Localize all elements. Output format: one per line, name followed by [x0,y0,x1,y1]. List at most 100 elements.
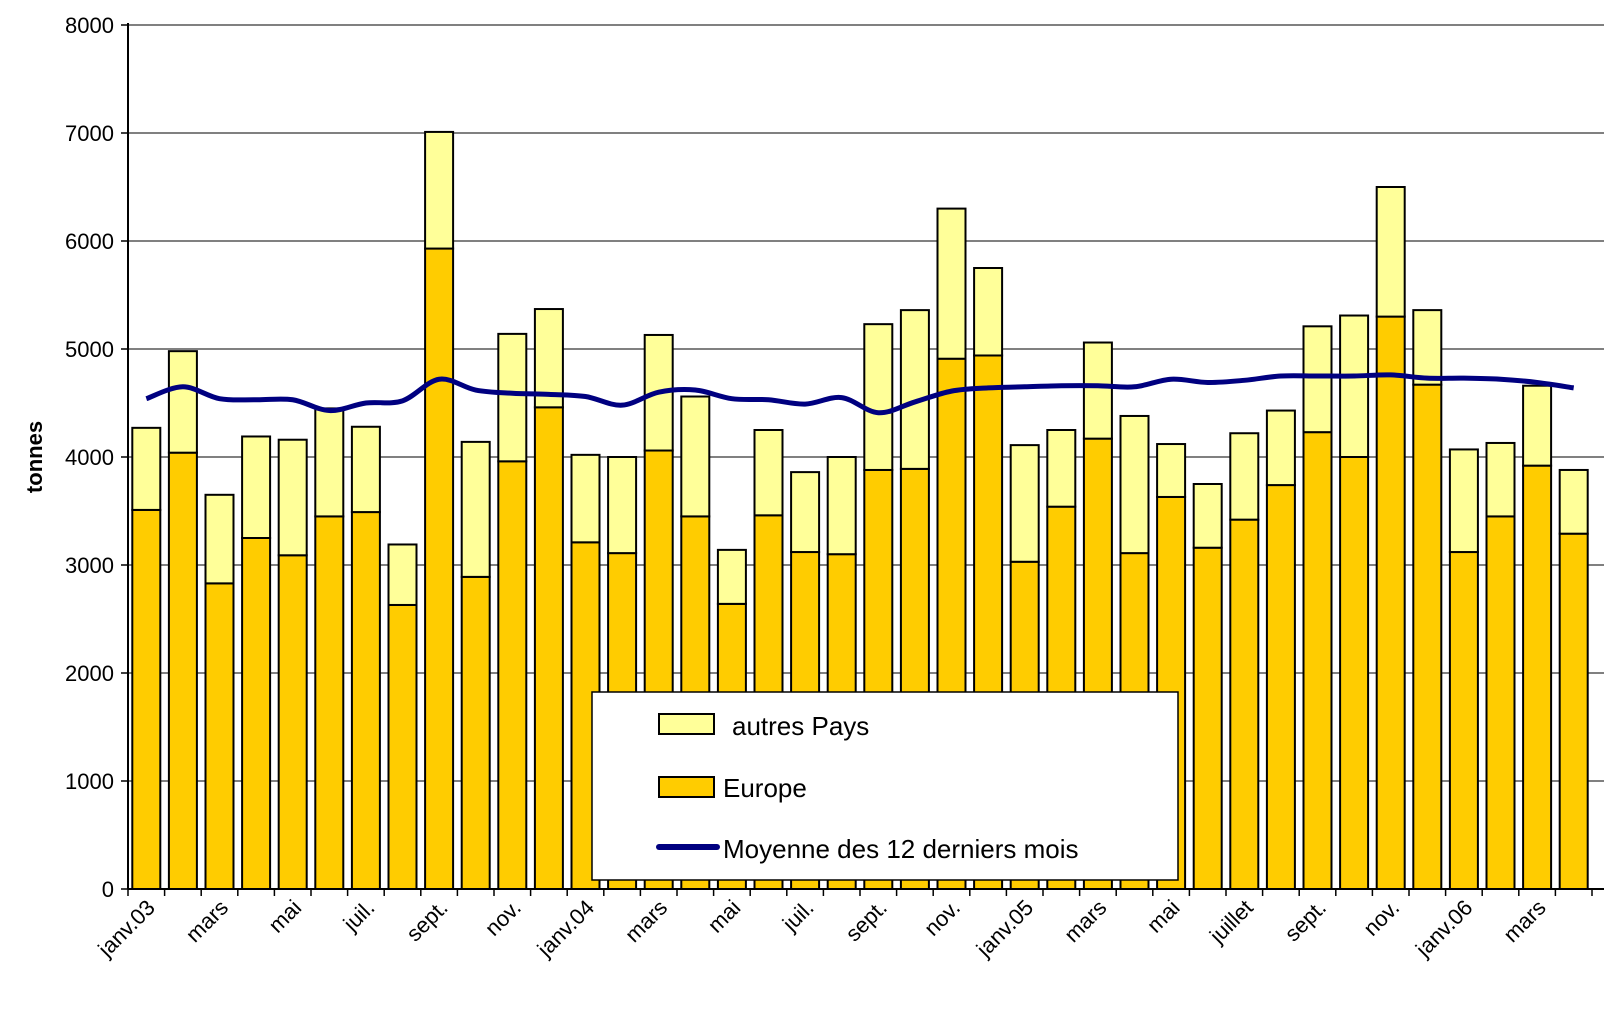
bar-autres-pays [204,493,235,585]
bar-europe [1485,515,1516,891]
bar-europe [350,511,381,891]
bar-europe [1448,551,1479,890]
y-axis-label: tonnes [22,421,47,493]
bar-autres-pays [1265,409,1296,487]
bar-autres-pays [1229,432,1260,521]
bar-autres-pays [1009,444,1040,563]
x-tick-label: mars [620,895,672,947]
bar-europe [497,460,528,890]
bar-europe [204,582,235,890]
x-tick-label: mai [263,895,306,938]
bar-europe [1412,383,1443,890]
y-tick-label: 4000 [65,445,114,470]
bar-europe [277,554,308,891]
bar-autres-pays [277,438,308,557]
bar-autres-pays [533,308,564,409]
y-tick-label: 8000 [65,13,114,38]
bar-europe [533,406,564,890]
legend-swatch-europe [658,776,715,798]
x-tick-label: mai [703,895,746,938]
bar-autres-pays [716,548,747,605]
bar-autres-pays [570,453,601,544]
average-line-group [145,372,1575,416]
x-tick-label: mai [1142,895,1185,938]
bar-autres-pays [1522,384,1553,467]
bar-autres-pays [1412,309,1443,386]
bar-autres-pays [1448,448,1479,554]
bar-autres-pays [1558,468,1589,535]
x-tick-label: mars [1498,895,1550,947]
y-tick-label: 6000 [65,229,114,254]
bar-europe [241,537,272,890]
bar-europe [460,575,491,890]
bar-autres-pays [1339,314,1370,458]
legend-label-europe: Europe [723,773,807,803]
x-tick-label: sept. [1280,895,1331,946]
legend-label-moyenne: Moyenne des 12 derniers mois [723,834,1079,864]
bar-autres-pays [863,323,894,471]
bar-autres-pays [131,426,162,511]
legend: autres Pays Europe Moyenne des 12 dernie… [591,691,1179,881]
legend-swatch-autres-pays [658,713,715,735]
bar-autres-pays [497,332,528,463]
y-tick-label: 2000 [65,661,114,686]
bar-europe [167,451,198,890]
x-tick-label: juillet [1204,895,1258,949]
bar-autres-pays [424,130,455,250]
x-tick-label: nov. [480,895,526,941]
x-tick-label: juil. [777,895,819,937]
bar-autres-pays [753,429,784,517]
y-tick-label: 7000 [65,121,114,146]
bar-europe [387,603,418,891]
y-tick-label: 5000 [65,337,114,362]
x-tick-label: mars [181,895,233,947]
bar-autres-pays [314,407,345,518]
bar-europe [424,247,455,890]
bar-autres-pays [1156,443,1187,498]
bar-europe [1339,456,1370,890]
x-tick-label: sept. [401,895,452,946]
bar-autres-pays [1375,186,1406,318]
y-tick-label: 1000 [65,769,114,794]
bar-autres-pays [790,471,821,554]
bar-autres-pays [460,440,491,578]
average-line [145,372,1575,416]
bar-autres-pays [1082,341,1113,440]
bar-europe [1558,532,1589,890]
bar-europe [1192,546,1223,890]
y-tick-label: 3000 [65,553,114,578]
bar-autres-pays [241,435,272,540]
bar-europe [1522,464,1553,890]
bar-autres-pays [1119,414,1150,555]
bar-autres-pays [1046,429,1077,508]
bar-autres-pays [899,309,930,470]
bar-autres-pays [387,543,418,606]
bar-autres-pays [1192,483,1223,549]
bar-autres-pays [1485,441,1516,518]
bar-europe [131,508,162,890]
bar-autres-pays [1302,325,1333,434]
bar-europe [1229,518,1260,890]
bar-europe [1302,431,1333,890]
bar-europe [1375,315,1406,891]
x-tick-label: nov. [1358,895,1404,941]
x-tick-label: janv.04 [532,895,599,962]
bar-europe [1265,484,1296,890]
bar-autres-pays [680,395,711,518]
bar-autres-pays [167,350,198,454]
bar-autres-pays [826,456,857,556]
bar-europe [314,515,345,891]
bar-autres-pays [936,207,967,360]
x-tick-label: janv.06 [1410,895,1477,962]
x-tick-label: mars [1059,895,1111,947]
x-tick-label: nov. [919,895,965,941]
bar-autres-pays [607,456,638,555]
x-tick-label: juil. [338,895,380,937]
bar-autres-pays [973,267,1004,357]
x-tick-label: janv.05 [971,895,1038,962]
x-tick-label: janv.03 [92,895,159,962]
y-tick-label: 0 [102,877,114,902]
bar-autres-pays [350,425,381,514]
x-tick-label: sept. [840,895,891,946]
